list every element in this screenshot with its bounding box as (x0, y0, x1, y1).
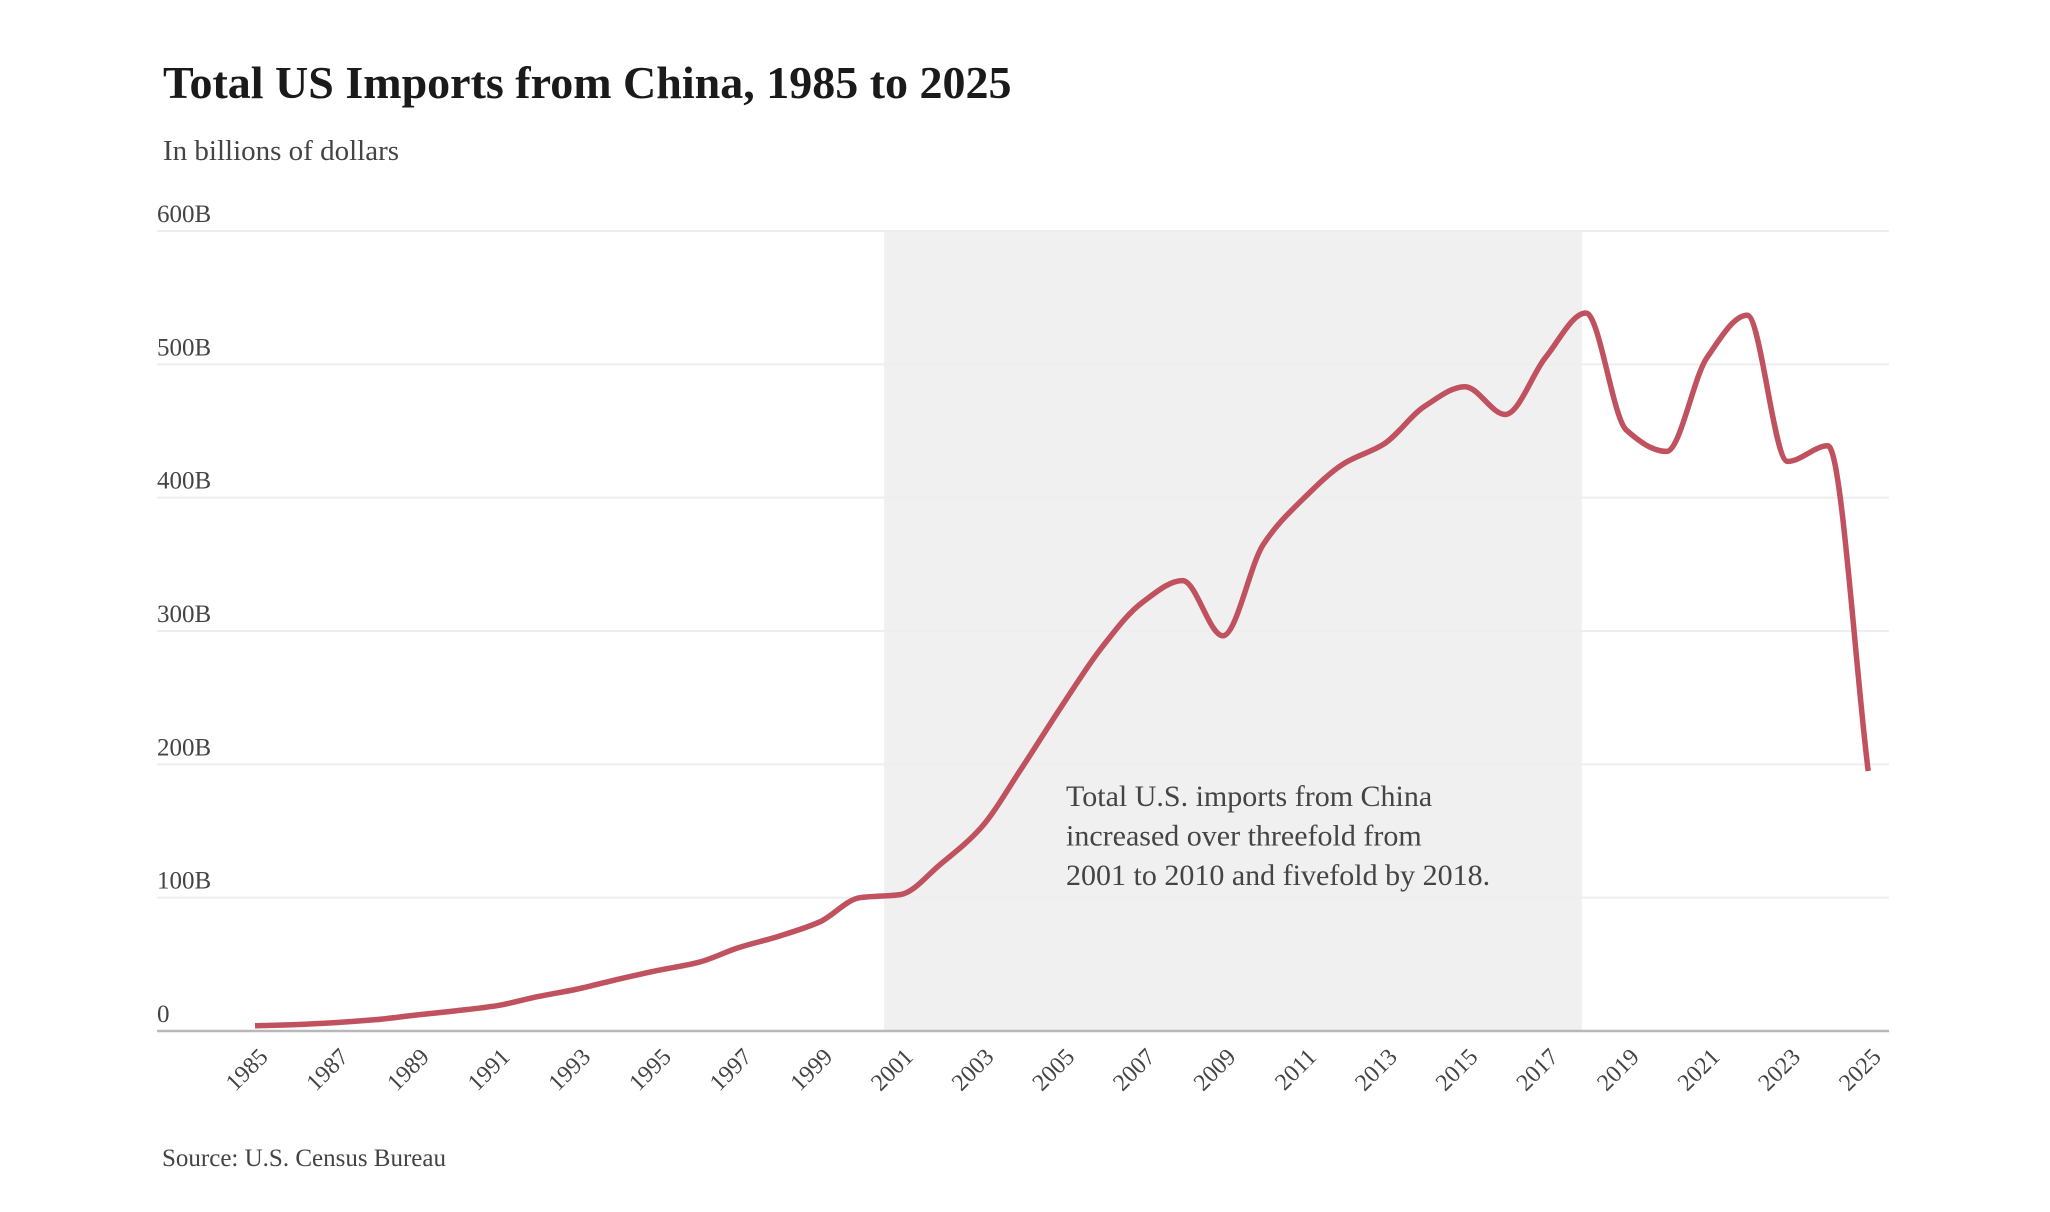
y-tick-label: 200B (157, 734, 211, 761)
source-note: Source: U.S. Census Bureau (162, 1145, 446, 1172)
x-tick-label: 2015 (1431, 1044, 1483, 1096)
data-point-1992 (534, 994, 540, 1000)
y-tick-label: 600B (157, 201, 211, 228)
annotation-line: increased over threefold from (1066, 820, 1422, 853)
data-point-2008 (1180, 578, 1186, 584)
data-point-1985 (252, 1023, 258, 1029)
x-tick-label: 2001 (866, 1044, 918, 1096)
data-point-2004 (1018, 766, 1024, 772)
data-point-1986 (292, 1022, 298, 1028)
x-tick-label: 1997 (705, 1044, 757, 1096)
x-tick-label: 2025 (1834, 1044, 1886, 1096)
x-tick-label: 2009 (1189, 1044, 1241, 1096)
x-tick-label: 1991 (463, 1044, 515, 1096)
data-point-1989 (413, 1012, 419, 1018)
y-axis-labels: 0 100B 200B 300B 400B 500B 600B (157, 201, 211, 1028)
x-tick-label: 2013 (1350, 1044, 1402, 1096)
x-tick-label: 2005 (1028, 1044, 1080, 1096)
data-point-1999 (817, 919, 823, 925)
x-tick-label: 1999 (786, 1044, 838, 1096)
data-point-2018 (1583, 310, 1589, 316)
data-point-1995 (655, 967, 661, 973)
data-point-1993 (575, 986, 581, 992)
data-point-2007 (1139, 599, 1145, 605)
x-tick-label: 1989 (382, 1044, 434, 1096)
x-tick-label: 1995 (624, 1044, 676, 1096)
data-point-2002 (938, 861, 944, 867)
x-axis-labels: 1985 1987 1989 1991 1993 1995 1997 1999 2001 2003… (221, 1044, 1887, 1096)
annotation-line: 2001 to 2010 and fivefold by 2018. (1066, 859, 1490, 892)
data-point-2015 (1462, 384, 1468, 390)
annotation: Total U.S. imports from China increased o… (1066, 780, 1490, 892)
data-point-2003 (978, 825, 984, 831)
chart-subtitle: In billions of dollars (163, 135, 399, 167)
x-tick-label: 1985 (221, 1044, 273, 1096)
data-point-2012 (1341, 461, 1347, 467)
x-tick-label: 2023 (1754, 1044, 1806, 1096)
data-point-1994 (615, 976, 621, 982)
data-point-1987 (333, 1020, 339, 1026)
data-point-2016 (1502, 411, 1508, 417)
data-point-2009 (1220, 633, 1226, 639)
x-tick-label: 2007 (1108, 1044, 1160, 1096)
data-point-2010 (1260, 541, 1266, 547)
y-tick-label: 300B (157, 601, 211, 628)
y-tick-label: 400B (157, 468, 211, 495)
data-point-1997 (736, 945, 742, 951)
y-tick-label: 100B (157, 868, 211, 895)
data-point-1988 (373, 1017, 379, 1023)
data-point-1998 (776, 933, 782, 939)
series-layer (252, 310, 1871, 1029)
data-point-2020 (1664, 448, 1670, 454)
data-point-2013 (1381, 441, 1387, 447)
data-point-1990 (454, 1008, 460, 1014)
data-point-2025 (1865, 768, 1871, 774)
data-point-2023 (1785, 458, 1791, 464)
data-point-2019 (1623, 427, 1629, 433)
data-point-1991 (494, 1003, 500, 1009)
data-point-2022 (1744, 312, 1750, 318)
x-tick-label: 2017 (1512, 1044, 1564, 1096)
data-point-2024 (1825, 443, 1831, 449)
data-point-2005 (1059, 703, 1065, 709)
x-tick-label: 2011 (1270, 1044, 1322, 1096)
data-point-1996 (696, 959, 702, 965)
data-point-2000 (857, 895, 863, 901)
data-point-2017 (1543, 354, 1549, 360)
data-point-2011 (1301, 495, 1307, 501)
data-point-2021 (1704, 355, 1710, 361)
y-tick-label: 500B (157, 334, 211, 361)
x-tick-label: 2019 (1592, 1044, 1644, 1096)
data-point-2006 (1099, 644, 1105, 650)
series-line (254, 310, 1871, 1029)
annotation-line: Total U.S. imports from China (1066, 780, 1432, 813)
x-tick-label: 2021 (1673, 1044, 1725, 1096)
chart-title: Total US Imports from China, 1985 to 202… (163, 57, 1012, 108)
x-tick-label: 1993 (544, 1044, 596, 1096)
x-tick-label: 2003 (947, 1044, 999, 1096)
x-tick-label: 1987 (302, 1044, 354, 1096)
y-tick-label: 0 (157, 1001, 170, 1028)
data-point-2001 (897, 892, 903, 898)
data-point-2014 (1422, 403, 1428, 409)
